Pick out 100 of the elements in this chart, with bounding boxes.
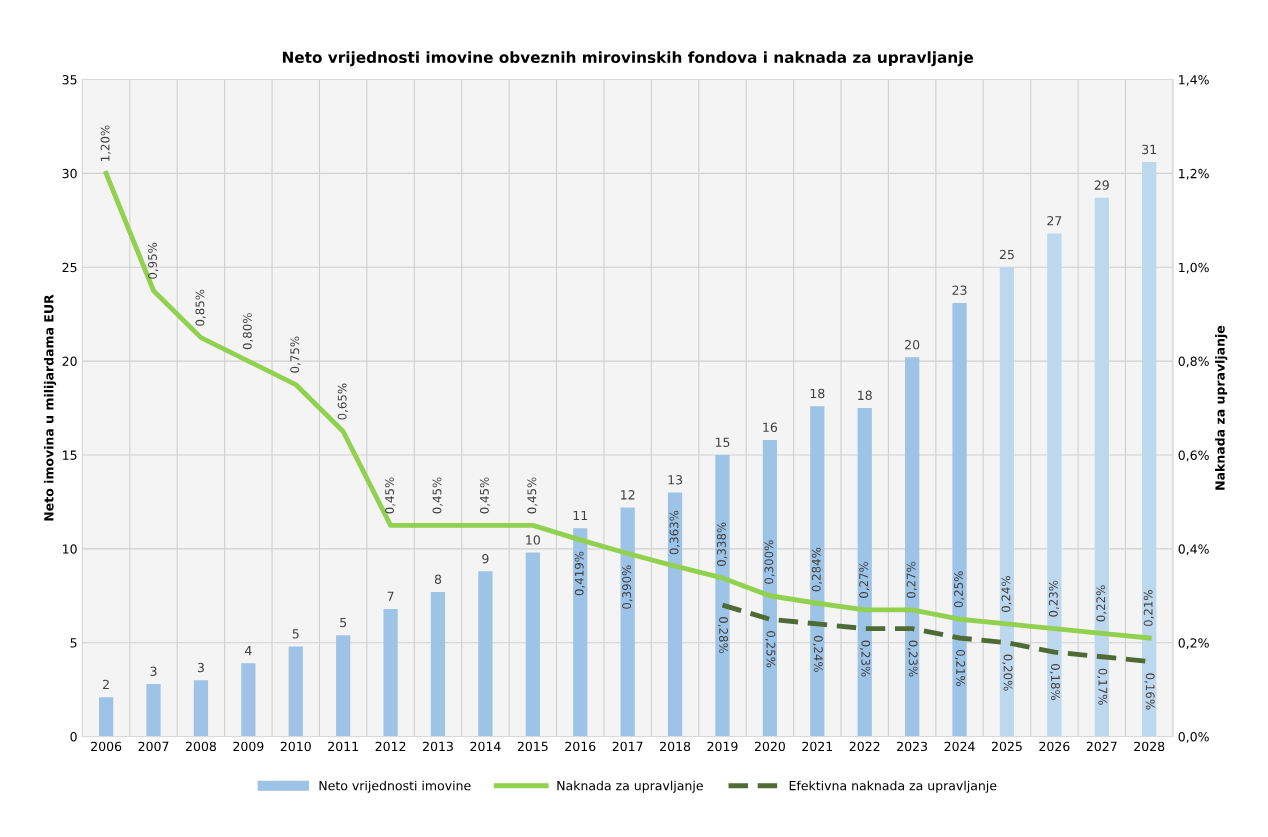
bar [1094,197,1109,737]
x-tick-label: 2007 [138,741,169,752]
data-label: 0,27% [859,561,870,598]
data-label: 0,25% [954,571,965,608]
y-tick-label: 30 [62,168,77,179]
x-tick-label: 2025 [991,741,1022,752]
data-label: 0,85% [195,289,206,326]
data-label: 9 [482,553,489,564]
x-tick-label: 2011 [328,741,358,752]
data-label: 0,338% [716,522,728,567]
x-tick-label: 2028 [1134,741,1165,752]
x-tick-label: 2012 [375,741,406,752]
bar [952,302,967,737]
data-label: 1,20% [100,125,111,161]
data-label: 0,23% [907,640,918,677]
x-tick-label: 2019 [707,741,738,752]
data-label: 0,65% [337,383,348,420]
data-label: 0,16% [1144,673,1155,710]
data-label: 0,300% [764,540,775,584]
data-label: 20 [905,339,920,350]
bar [336,635,351,737]
data-label: 29 [1094,180,1109,190]
y2-tick-label: 0,0% [1178,732,1209,743]
data-label: 7 [387,591,394,601]
data-label: 0,390% [622,565,633,609]
y2-tick-label: 1,0% [1179,262,1209,274]
data-label: 0,23% [1048,580,1059,617]
bar [193,680,209,737]
data-label: 15 [715,437,730,447]
data-label: 0,24% [812,635,823,672]
y2-tick-label: 0,2% [1178,638,1209,649]
x-tick-label: 2015 [517,741,548,752]
data-label: 0,21% [1143,590,1154,627]
y-tick-label: 15 [63,450,77,460]
data-label: 23 [952,285,967,295]
x-tick-label: 2016 [565,741,596,752]
data-label: 0,45% [432,477,443,514]
x-tick-label: 2026 [1039,741,1070,752]
data-label: 0,18% [1049,663,1060,701]
bar [1142,162,1157,737]
data-label: 0,27% [906,561,917,598]
x-tick-label: 2021 [802,741,833,752]
data-label: 0,45% [527,477,538,514]
y-tick-label: 35 [62,74,77,85]
data-label: 3 [197,662,204,673]
x-tick-label: 2020 [754,741,785,752]
y2-tick-label: 1,2% [1179,168,1209,180]
bar [478,571,493,737]
y-axis-title: Neto imovina u milijardama EUR [43,294,57,521]
bar [1047,233,1062,737]
y2-axis-title: Naknada za upravljanje [1215,325,1228,490]
data-label: 10 [526,535,540,545]
data-label: 0,23% [860,640,871,677]
legend-label: Naknada za upravljanje [557,780,703,793]
legend-label: Neto vrijednosti imovine [319,780,471,793]
data-label: 0,21% [954,649,966,686]
data-label: 27 [1047,216,1062,226]
data-label: 5 [292,629,299,639]
bar [810,406,825,737]
y2-tick-label: 0,8% [1178,356,1209,368]
data-label: 16 [763,422,778,432]
data-label: 0,20% [1002,654,1013,691]
x-tick-label: 2017 [612,741,643,752]
x-tick-label: 2009 [233,741,264,752]
bar [667,492,683,737]
legend-label: Efektivna naknada za upravljanje [789,780,997,793]
data-label: 4 [245,646,252,656]
data-label: 5 [340,617,347,628]
y2-tick-label: 0,6% [1178,450,1209,462]
data-label: 8 [434,574,442,585]
data-label: 0,45% [479,477,491,514]
bar [573,528,588,737]
x-tick-label: 2008 [185,741,216,752]
data-label: 0,25% [765,631,776,668]
y-tick-label: 25 [62,262,77,273]
bar [383,608,398,737]
data-label: 18 [810,388,825,399]
bar [146,684,161,737]
data-label: 0,363% [669,510,680,555]
bar [715,454,730,737]
bar [288,646,303,737]
data-label: 0,75% [290,336,301,373]
data-label: 13 [668,475,683,485]
data-label: 25 [999,249,1014,260]
data-label: 12 [621,490,635,500]
x-tick-label: 2013 [423,741,453,752]
data-label: 0,22% [1096,585,1107,622]
x-tick-label: 2027 [1086,741,1117,752]
data-label: 0,45% [385,477,396,514]
x-tick-label: 2006 [91,741,122,752]
x-tick-label: 2023 [897,741,928,752]
y2-tick-label: 1,4% [1179,74,1209,86]
y-tick-label: 0 [70,732,77,742]
data-label: 0,419% [574,551,585,596]
data-label: 11 [573,510,588,521]
data-label: 0,24% [1001,575,1012,613]
bar [99,697,114,737]
y-tick-label: 20 [62,356,77,367]
x-tick-label: 2018 [660,741,691,752]
data-label: 0,284% [811,547,822,592]
